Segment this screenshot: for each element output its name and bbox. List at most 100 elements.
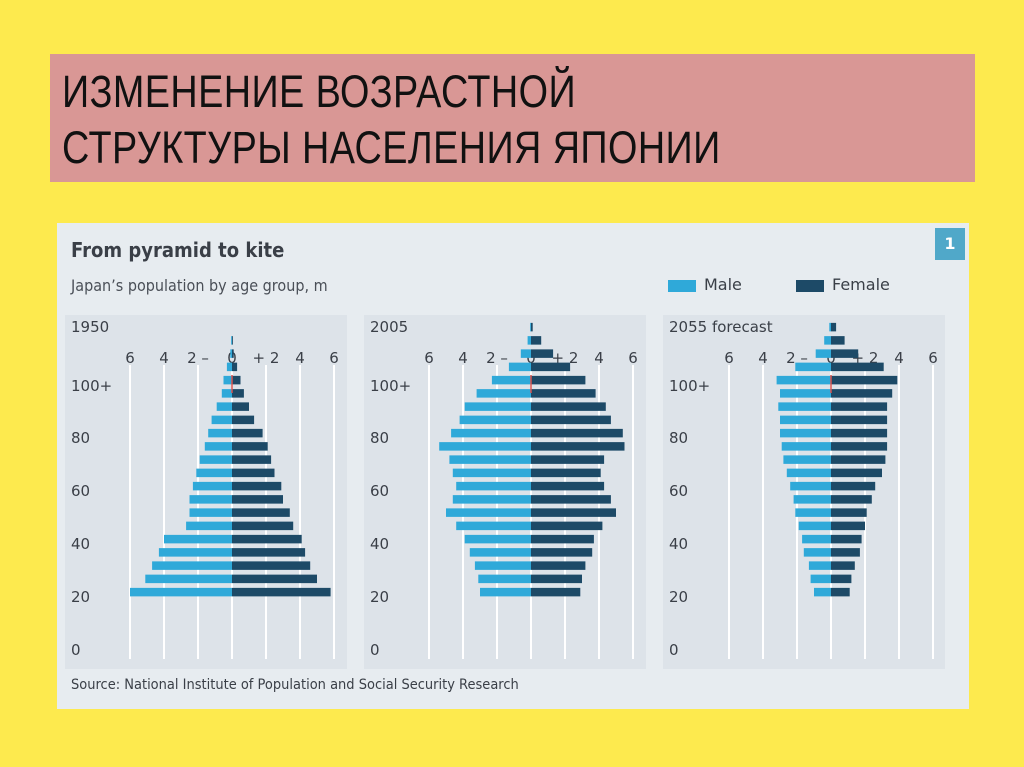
male-bar [781,442,831,451]
female-bar [531,468,601,478]
x-tick-label: 6 [724,349,734,367]
female-bar [831,336,845,345]
male-bar [158,548,232,557]
male-bar [814,587,831,597]
legend-male-swatch [668,279,696,292]
female-bar [831,442,888,451]
y-tick-label: 100+ [669,377,710,395]
male-bar [780,389,831,398]
female-bar [531,442,625,451]
male-bar [456,481,531,491]
male-bar [530,322,531,332]
female-bar [831,561,855,570]
female-bar [232,362,238,372]
x-tick-label: + 2 [552,349,579,367]
male-bar [152,561,232,570]
female-bar [831,428,888,438]
male-bar [216,402,232,411]
female-bar [232,508,290,517]
female-bar [831,587,850,597]
male-bar [793,495,831,504]
male-bar [491,375,531,385]
female-bar [232,574,317,584]
x-tick-label: 2 – [486,349,508,367]
x-tick-label: 2 – [786,349,808,367]
y-tick-label: 40 [71,535,90,553]
x-tick-label: 4 [594,349,604,367]
female-bar [831,521,865,531]
x-tick-label: 2 – [187,349,209,367]
female-bar [232,389,244,398]
female-bar [831,574,852,584]
female-bar [531,322,533,332]
x-tick-label: 4 [295,349,305,367]
y-tick-label: 20 [71,588,90,606]
x-tick-label: 6 [329,349,339,367]
x-tick-label: 4 [159,349,169,367]
y-tick-label: 20 [669,588,688,606]
x-tick-label: 6 [125,349,135,367]
chart-subtitle: Japan’s population by age group, m [71,276,328,295]
x-tick-label: 4 [758,349,768,367]
male-bar [452,495,531,504]
female-bar [232,375,241,385]
male-bar [189,508,232,517]
female-bar [831,375,898,385]
female-bar [831,481,876,491]
pyramid-title: 2055 forecast [669,318,773,336]
y-tick-label: 0 [669,641,679,659]
female-bar [831,402,888,411]
male-bar [808,561,831,570]
female-bar [232,521,294,531]
male-bar [803,548,831,557]
female-bar [531,548,593,557]
chart-title: From pyramid to kite [71,238,285,262]
x-tick-label: 0 [227,349,237,367]
female-bar [831,362,884,372]
male-bar [199,455,232,464]
male-bar [459,415,531,425]
female-bar [232,468,275,478]
y-tick-label: 80 [71,429,90,447]
chart-panel: From pyramid to kite Japan’s population … [57,223,969,709]
female-bar [232,349,234,358]
male-bar [439,442,531,451]
male-bar [815,349,831,358]
y-tick-label: 60 [71,482,90,500]
male-bar [798,521,831,531]
female-bar [831,455,886,464]
legend-female: Female [796,275,890,294]
female-bar [831,322,837,332]
female-bar [531,521,603,531]
legend-male-label: Male [704,275,742,294]
male-bar [780,428,831,438]
female-bar [531,561,586,570]
x-tick-label: 4 [894,349,904,367]
male-bar [464,402,531,411]
y-tick-label: 100+ [370,377,411,395]
y-tick-label: 0 [370,641,380,659]
y-tick-label: 20 [370,588,389,606]
male-bar [810,574,831,584]
male-bar [145,574,232,584]
female-bar [831,415,888,425]
male-bar [226,362,232,372]
male-bar [211,415,232,425]
female-bar [831,389,893,398]
male-bar [829,322,831,332]
female-bar [531,415,611,425]
x-tick-label: 6 [424,349,434,367]
female-bar [232,428,263,438]
female-bar [531,375,586,385]
female-bar [531,508,616,517]
male-bar [164,534,232,544]
male-bar [778,402,831,411]
male-bar [469,548,531,557]
male-bar [446,508,531,517]
male-bar [456,521,531,531]
male-bar [130,587,232,597]
legend-female-swatch [796,279,824,292]
male-bar [783,455,831,464]
female-bar [831,534,862,544]
y-tick-label: 80 [669,429,688,447]
